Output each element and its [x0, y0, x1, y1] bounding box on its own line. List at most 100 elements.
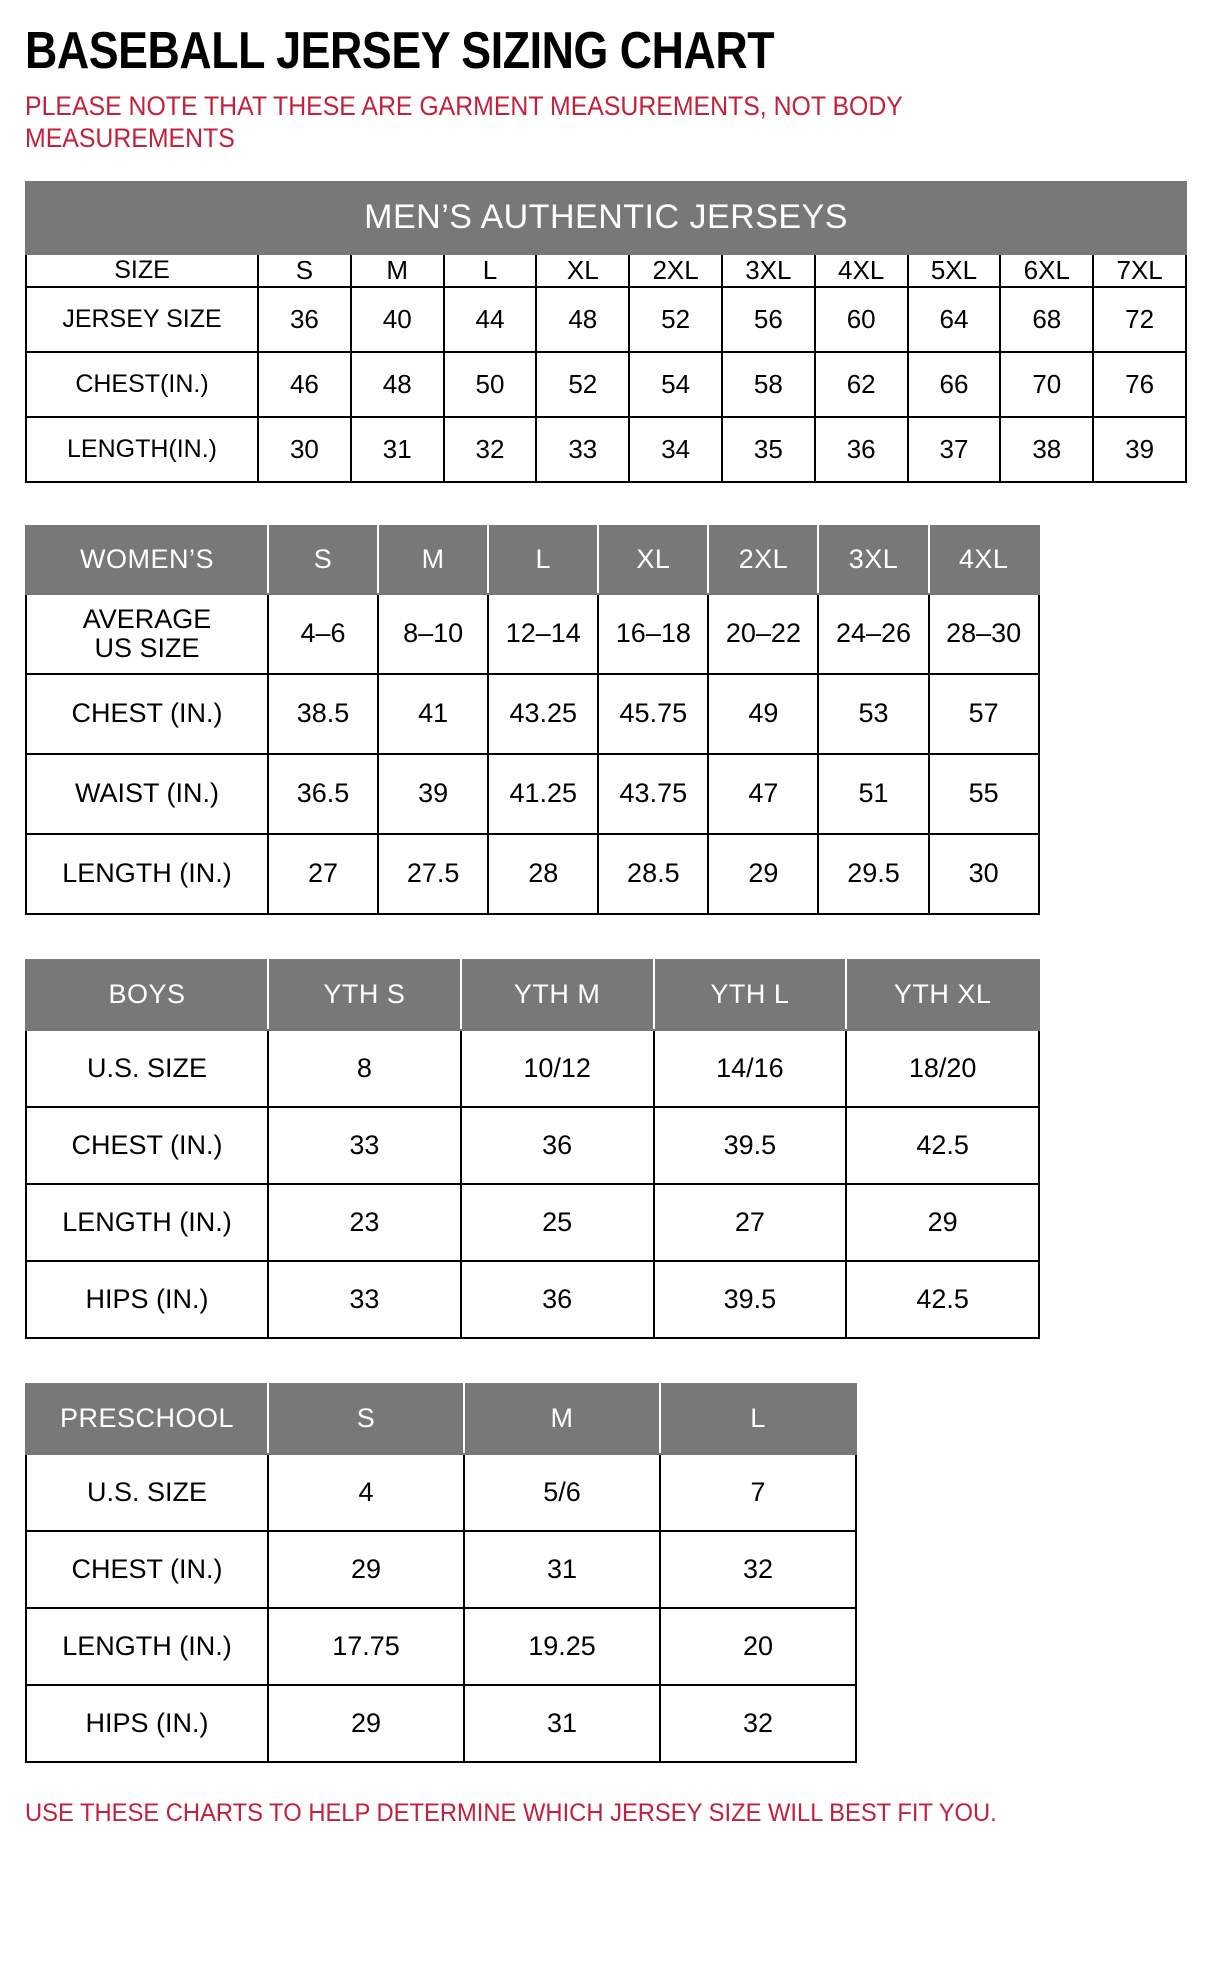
table-row: LENGTH(IN.) 30 31 32 33 34 35 36 37 38 3… [25, 415, 1188, 483]
cell: 28.5 [597, 832, 710, 915]
cell: 19.25 [463, 1606, 661, 1686]
mens-col-header: M [349, 252, 445, 288]
preschool-column-header-row: PRESCHOOL S M L [25, 1382, 857, 1455]
cell: 36 [459, 1259, 655, 1339]
cell: 51 [817, 752, 930, 835]
cell: 47 [707, 752, 820, 835]
cell: 53 [817, 672, 930, 755]
cell: 30 [257, 415, 352, 483]
cell: 56 [720, 285, 816, 353]
row-label-line1: AVERAGE [82, 604, 212, 635]
cell: 33 [535, 415, 631, 483]
cell: 41.25 [487, 752, 600, 835]
row-label: LENGTH (IN.) [25, 1606, 269, 1686]
cell: 25 [459, 1182, 655, 1262]
table-row: LENGTH (IN.) 23 25 27 29 [25, 1182, 1040, 1262]
cell: 42.5 [845, 1259, 1040, 1339]
mens-corner-label: SIZE [25, 252, 259, 288]
womens-col-header: 3XL [817, 524, 930, 595]
row-label: CHEST (IN.) [25, 1529, 269, 1609]
womens-col-header: M [377, 524, 490, 595]
cell: 30 [927, 832, 1040, 915]
table-row: CHEST (IN.) 29 31 32 [25, 1529, 857, 1609]
cell: 36 [813, 415, 909, 483]
womens-column-header-row: WOMEN’S S M L XL 2XL 3XL 4XL [25, 524, 1040, 595]
row-label: WAIST (IN.) [25, 752, 269, 835]
cell: 36 [257, 285, 352, 353]
row-label: HIPS (IN.) [25, 1259, 269, 1339]
cell: 46 [257, 350, 352, 418]
table-row: LENGTH (IN.) 17.75 19.25 20 [25, 1606, 857, 1686]
boys-col-header: YTH L [652, 958, 848, 1031]
cell: 12–14 [487, 592, 600, 675]
mens-column-header-row: SIZE S M L XL 2XL 3XL 4XL 5XL 6XL 7XL [25, 252, 1188, 288]
preschool-sizing-table: PRESCHOOL S M L U.S. SIZE 4 5/6 7 CHEST … [25, 1382, 857, 1763]
cell: 43.75 [597, 752, 710, 835]
cell: 16–18 [597, 592, 710, 675]
cell: 29 [267, 1683, 465, 1763]
mens-col-header: 2XL [628, 252, 723, 288]
womens-corner-label: WOMEN’S [25, 524, 269, 595]
table-row: AVERAGE US SIZE 4–6 8–10 12–14 16–18 20–2… [25, 592, 1040, 675]
cell: 7 [659, 1452, 857, 1532]
row-label: U.S. SIZE [25, 1452, 269, 1532]
cell: 60 [813, 285, 909, 353]
page-subtitle: PLEASE NOTE THAT THESE ARE GARMENT MEASU… [25, 91, 903, 153]
cell: 14/16 [652, 1028, 848, 1108]
mens-banner-label: MEN’S AUTHENTIC JERSEYS [24, 180, 1188, 255]
table-row: JERSEY SIZE 36 40 44 48 52 56 60 64 68 7… [25, 285, 1188, 353]
cell: 49 [707, 672, 820, 755]
cell: 43.25 [487, 672, 600, 755]
page-title: BASEBALL JERSEY SIZING CHART [25, 22, 775, 80]
cell: 36.5 [266, 752, 380, 835]
preschool-col-header: S [267, 1382, 465, 1455]
table-row: CHEST (IN.) 38.5 41 43.25 45.75 49 53 57 [25, 672, 1040, 755]
row-label-line2: US SIZE [94, 632, 200, 663]
cell: 32 [659, 1529, 857, 1609]
cell: 48 [535, 285, 631, 353]
boys-col-header: YTH M [459, 958, 655, 1031]
row-label: LENGTH(IN.) [25, 415, 259, 483]
cell: 34 [628, 415, 723, 483]
cell: 36 [459, 1105, 655, 1185]
footer-note: USE THESE CHARTS TO HELP DETERMINE WHICH… [25, 1798, 997, 1827]
cell: 37 [906, 415, 1002, 483]
row-label: JERSEY SIZE [25, 285, 259, 353]
cell: 39 [377, 752, 490, 835]
table-row: LENGTH (IN.) 27 27.5 28 28.5 29 29.5 30 [25, 832, 1040, 915]
cell: 42.5 [845, 1105, 1040, 1185]
cell: 45.75 [597, 672, 710, 755]
mens-banner-row: MEN’S AUTHENTIC JERSEYS [24, 180, 1188, 255]
womens-col-header: S [266, 524, 380, 595]
preschool-corner-label: PRESCHOOL [25, 1382, 269, 1455]
womens-col-header: 2XL [707, 524, 820, 595]
boys-column-header-row: BOYS YTH S YTH M YTH L YTH XL [25, 958, 1040, 1031]
cell: 18/20 [845, 1028, 1040, 1108]
mens-col-header: XL [535, 252, 631, 288]
cell: 62 [813, 350, 909, 418]
mens-col-header: L [442, 252, 538, 288]
mens-sizing-table: MEN’S AUTHENTIC JERSEYS SIZE S M L XL 2X… [24, 180, 1188, 483]
cell: 72 [1092, 285, 1188, 353]
cell: 40 [349, 285, 445, 353]
cell: 33 [267, 1259, 462, 1339]
cell: 39.5 [652, 1105, 848, 1185]
boys-col-header: YTH S [267, 958, 462, 1031]
cell: 39 [1092, 415, 1188, 483]
mens-col-header: 6XL [999, 252, 1095, 288]
row-label: CHEST (IN.) [25, 672, 269, 755]
cell: 52 [628, 285, 723, 353]
womens-col-header: 4XL [927, 524, 1040, 595]
preschool-col-header: M [463, 1382, 661, 1455]
cell: 68 [999, 285, 1095, 353]
table-row: HIPS (IN.) 33 36 39.5 42.5 [25, 1259, 1040, 1339]
cell: 20 [659, 1606, 857, 1686]
mens-col-header: 7XL [1092, 252, 1188, 288]
table-row: CHEST(IN.) 46 48 50 52 54 58 62 66 70 76 [25, 350, 1188, 418]
preschool-col-header: L [659, 1382, 857, 1455]
cell: 20–22 [707, 592, 820, 675]
cell: 28–30 [927, 592, 1040, 675]
cell: 8–10 [377, 592, 490, 675]
cell: 29 [707, 832, 820, 915]
cell: 4 [267, 1452, 465, 1532]
